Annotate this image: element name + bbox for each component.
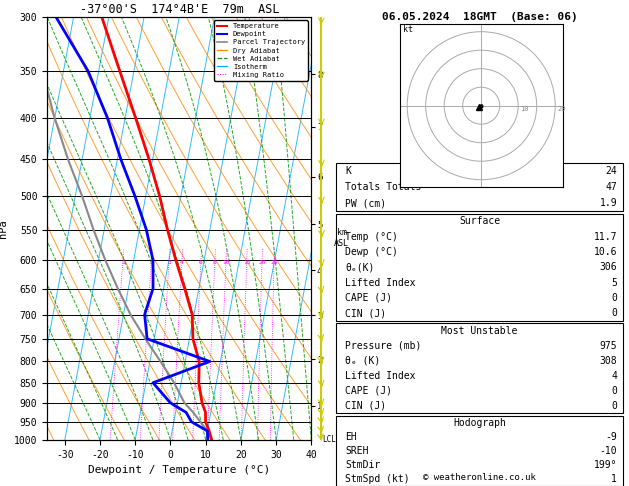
Legend: Temperature, Dewpoint, Parcel Trajectory, Dry Adiabat, Wet Adiabat, Isotherm, Mi: Temperature, Dewpoint, Parcel Trajectory…	[214, 20, 308, 81]
Text: StmDir: StmDir	[345, 460, 381, 470]
Bar	[337, 416, 623, 486]
Text: 10: 10	[222, 260, 230, 265]
Text: 3: 3	[167, 260, 171, 265]
Text: 2: 2	[150, 260, 153, 265]
Text: 10: 10	[520, 106, 528, 112]
Text: 4: 4	[611, 371, 617, 381]
Text: 0: 0	[611, 308, 617, 318]
Text: PW (cm): PW (cm)	[345, 198, 386, 208]
Text: 06.05.2024  18GMT  (Base: 06): 06.05.2024 18GMT (Base: 06)	[382, 12, 577, 22]
Text: 1: 1	[611, 474, 617, 484]
Text: θₑ(K): θₑ(K)	[345, 262, 374, 272]
Text: 1.9: 1.9	[599, 198, 617, 208]
X-axis label: Dewpoint / Temperature (°C): Dewpoint / Temperature (°C)	[88, 465, 270, 475]
Text: EH: EH	[345, 432, 357, 442]
Text: 15: 15	[243, 260, 250, 265]
Bar	[337, 214, 623, 321]
Text: Lifted Index: Lifted Index	[345, 371, 416, 381]
Text: CIN (J): CIN (J)	[345, 400, 386, 411]
Text: Dewp (°C): Dewp (°C)	[345, 247, 398, 257]
Text: 20: 20	[259, 260, 266, 265]
Bar	[337, 323, 623, 413]
Text: 4: 4	[180, 260, 184, 265]
Text: © weatheronline.co.uk: © weatheronline.co.uk	[423, 473, 536, 482]
Y-axis label: km
ASL: km ASL	[334, 228, 349, 248]
Text: 20: 20	[557, 106, 565, 112]
Text: LCL: LCL	[322, 434, 336, 444]
Text: 199°: 199°	[594, 460, 617, 470]
Text: -10: -10	[599, 446, 617, 456]
Text: kt: kt	[403, 25, 413, 34]
Text: 0: 0	[611, 293, 617, 303]
Text: Hodograph: Hodograph	[453, 417, 506, 428]
Text: SREH: SREH	[345, 446, 369, 456]
Bar	[337, 163, 623, 211]
Text: CIN (J): CIN (J)	[345, 308, 386, 318]
Title: -37°00'S  174°4B'E  79m  ASL: -37°00'S 174°4B'E 79m ASL	[79, 3, 279, 16]
Text: 47: 47	[605, 182, 617, 192]
Text: Totals Totals: Totals Totals	[345, 182, 421, 192]
Text: 0: 0	[611, 400, 617, 411]
Y-axis label: hPa: hPa	[0, 219, 8, 238]
Text: 6: 6	[199, 260, 203, 265]
Text: 0: 0	[611, 385, 617, 396]
Text: 24: 24	[605, 166, 617, 176]
Text: 975: 975	[599, 341, 617, 351]
Text: CAPE (J): CAPE (J)	[345, 293, 392, 303]
Text: 5: 5	[611, 278, 617, 288]
Text: θₑ (K): θₑ (K)	[345, 356, 381, 365]
Text: 8: 8	[213, 260, 217, 265]
Text: StmSpd (kt): StmSpd (kt)	[345, 474, 409, 484]
Text: Temp (°C): Temp (°C)	[345, 232, 398, 242]
Text: Lifted Index: Lifted Index	[345, 278, 416, 288]
Text: Pressure (mb): Pressure (mb)	[345, 341, 421, 351]
Text: 306: 306	[599, 262, 617, 272]
Text: -9: -9	[605, 432, 617, 442]
Text: CAPE (J): CAPE (J)	[345, 385, 392, 396]
Text: Surface: Surface	[459, 216, 500, 226]
Text: Most Unstable: Most Unstable	[442, 326, 518, 336]
Text: K: K	[345, 166, 351, 176]
Text: 1: 1	[121, 260, 125, 265]
Text: 10.6: 10.6	[594, 247, 617, 257]
Text: 25: 25	[270, 260, 278, 265]
Text: 11.7: 11.7	[594, 232, 617, 242]
Text: 308: 308	[599, 356, 617, 365]
